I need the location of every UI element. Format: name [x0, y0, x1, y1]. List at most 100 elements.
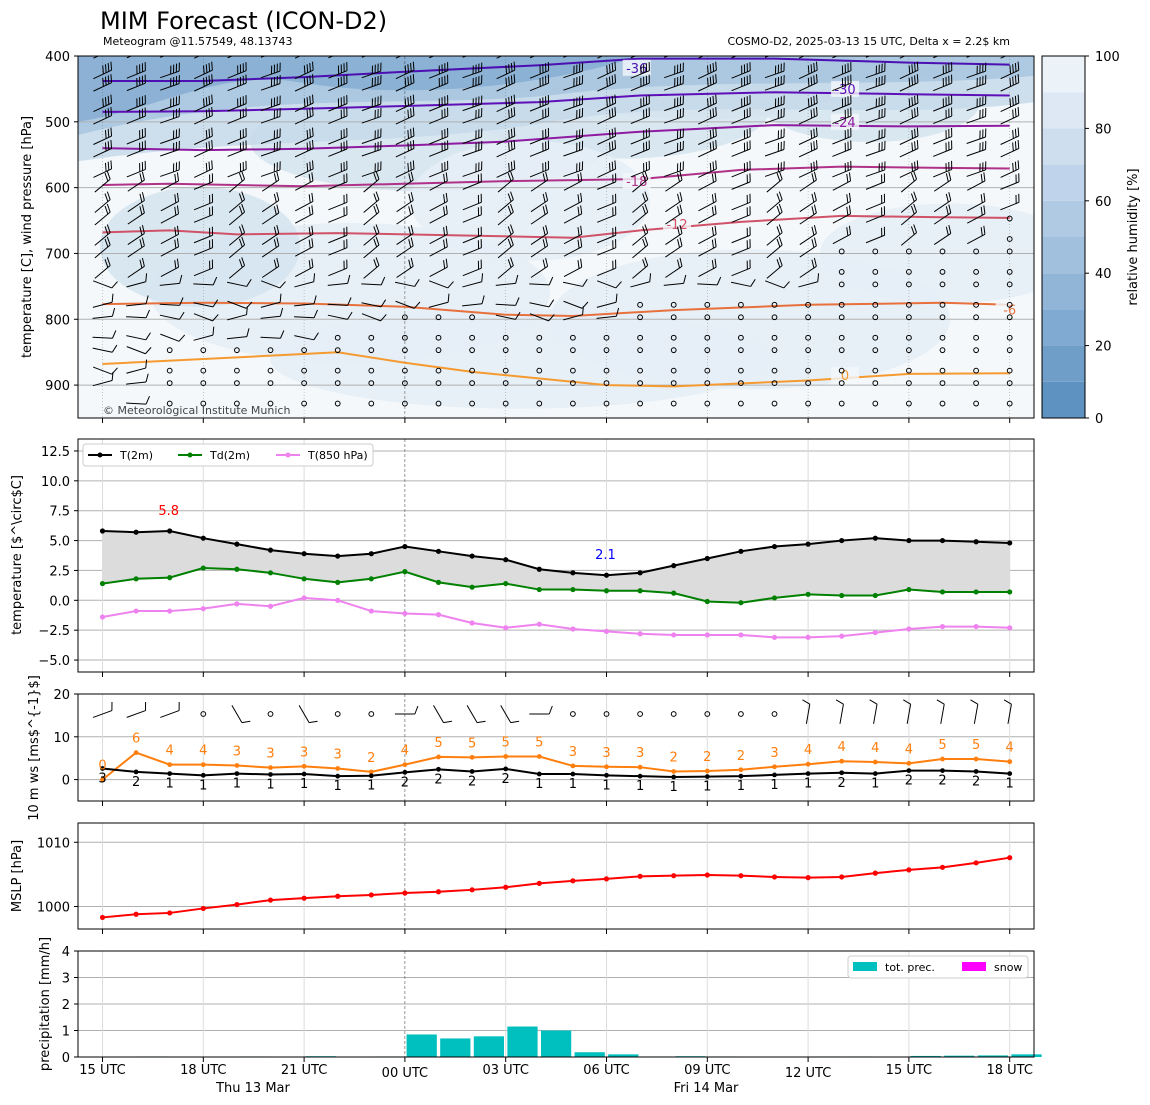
barb-staff	[227, 103, 247, 112]
barb-feather	[343, 141, 345, 151]
barb-feather	[141, 171, 145, 181]
barb-feather	[111, 344, 118, 353]
point-td-2m	[368, 576, 374, 582]
barb-feather	[878, 97, 880, 107]
barb-feather	[916, 61, 919, 71]
barb-staff	[832, 115, 852, 125]
barb-feather	[913, 203, 918, 213]
wind-barb	[260, 75, 281, 91]
barb-staff	[839, 704, 844, 724]
wind-barb	[563, 192, 583, 212]
barb-feather	[445, 225, 448, 235]
barb-staff	[92, 366, 113, 375]
calm-circle	[637, 347, 643, 354]
barb-staff	[496, 115, 515, 125]
barb-staff	[563, 200, 582, 212]
barb-feather	[340, 97, 342, 106]
point-td-2m	[402, 569, 408, 575]
calm-circle	[738, 367, 744, 374]
barb-feather	[608, 162, 611, 172]
calm-circle	[838, 334, 845, 341]
barb-feather	[111, 281, 118, 289]
barb-staff	[1000, 82, 1019, 92]
barb-staff	[731, 267, 751, 277]
barb-feather	[576, 109, 578, 119]
barb-feather	[346, 62, 348, 71]
wind-barb	[1000, 107, 1020, 125]
calm-circle	[838, 367, 845, 374]
barb-feather	[475, 130, 477, 139]
barb-staff	[632, 211, 649, 226]
barb-feather	[414, 705, 419, 715]
calm-circle	[872, 347, 879, 354]
barb-feather	[402, 45, 408, 54]
barb-feather	[980, 206, 983, 216]
barb-staff	[327, 282, 348, 286]
point-gust-speed	[133, 769, 139, 775]
barb-feather	[774, 98, 777, 108]
barb-staff	[228, 199, 245, 213]
barb-feather	[141, 192, 145, 201]
isotherm-label-bg-4	[663, 215, 692, 232]
precip-bar-hour-12	[507, 1026, 538, 1057]
wind-barb	[563, 225, 583, 245]
barb-feather	[106, 257, 111, 266]
barb-feather	[445, 238, 448, 247]
barb-feather	[608, 76, 611, 86]
point-t-850-hpa	[570, 626, 576, 632]
y-tick-label-7-5: 7.5	[49, 505, 70, 520]
wind-barb	[698, 139, 717, 158]
calm-circle	[872, 301, 879, 308]
barb-feather	[1014, 75, 1017, 84]
barb-feather	[682, 128, 684, 138]
value-label-gust-speed: 2	[468, 774, 476, 789]
barb-feather	[373, 226, 378, 235]
barb-staff	[832, 103, 852, 112]
wind-barb	[328, 56, 348, 59]
wind-barb	[764, 95, 785, 112]
barb-feather	[303, 65, 306, 75]
barb-staff	[194, 115, 213, 125]
barb-staff	[462, 181, 482, 190]
barb-staff	[160, 266, 179, 278]
barb-feather	[410, 108, 412, 117]
calm-circle	[838, 269, 845, 275]
barb-staff	[226, 336, 247, 340]
barb-staff	[93, 69, 112, 80]
wind-barb	[597, 160, 617, 178]
value-label-wind-speed: 5	[502, 735, 510, 750]
barb-feather	[145, 295, 149, 304]
wind-barb	[933, 192, 952, 213]
barb-feather	[238, 193, 243, 202]
barb-staff	[500, 705, 512, 723]
barb-feather	[308, 227, 311, 236]
barb-feather	[910, 172, 915, 182]
point-t-850-hpa	[267, 603, 274, 609]
point-wind-speed	[469, 754, 475, 760]
calm-circle	[939, 400, 946, 407]
barb-staff	[363, 265, 380, 279]
wind-barb	[496, 56, 515, 59]
barb-feather	[985, 108, 987, 117]
value-label-gust-speed: 1	[367, 779, 375, 794]
barb-staff	[227, 314, 247, 321]
barb-feather	[371, 98, 373, 108]
barb-staff	[563, 233, 582, 245]
barb-feather	[746, 260, 748, 270]
barb-feather	[313, 309, 318, 318]
barb-staff	[231, 705, 243, 723]
wind-barb	[160, 192, 180, 212]
wind-barb	[462, 295, 485, 307]
barb-feather	[245, 74, 247, 84]
barb-staff	[496, 69, 515, 80]
barb-feather	[711, 206, 714, 216]
value-label-gust-speed: 1	[770, 778, 778, 793]
barb-feather	[638, 45, 644, 54]
series-line-t-850-hpa	[102, 596, 1010, 639]
legend-snow-label: snow	[994, 961, 1022, 974]
barb-feather	[715, 139, 717, 149]
point-td-2m	[435, 579, 442, 585]
barb-feather	[407, 64, 410, 73]
calm-circle	[906, 248, 912, 255]
barb-feather	[835, 699, 844, 705]
